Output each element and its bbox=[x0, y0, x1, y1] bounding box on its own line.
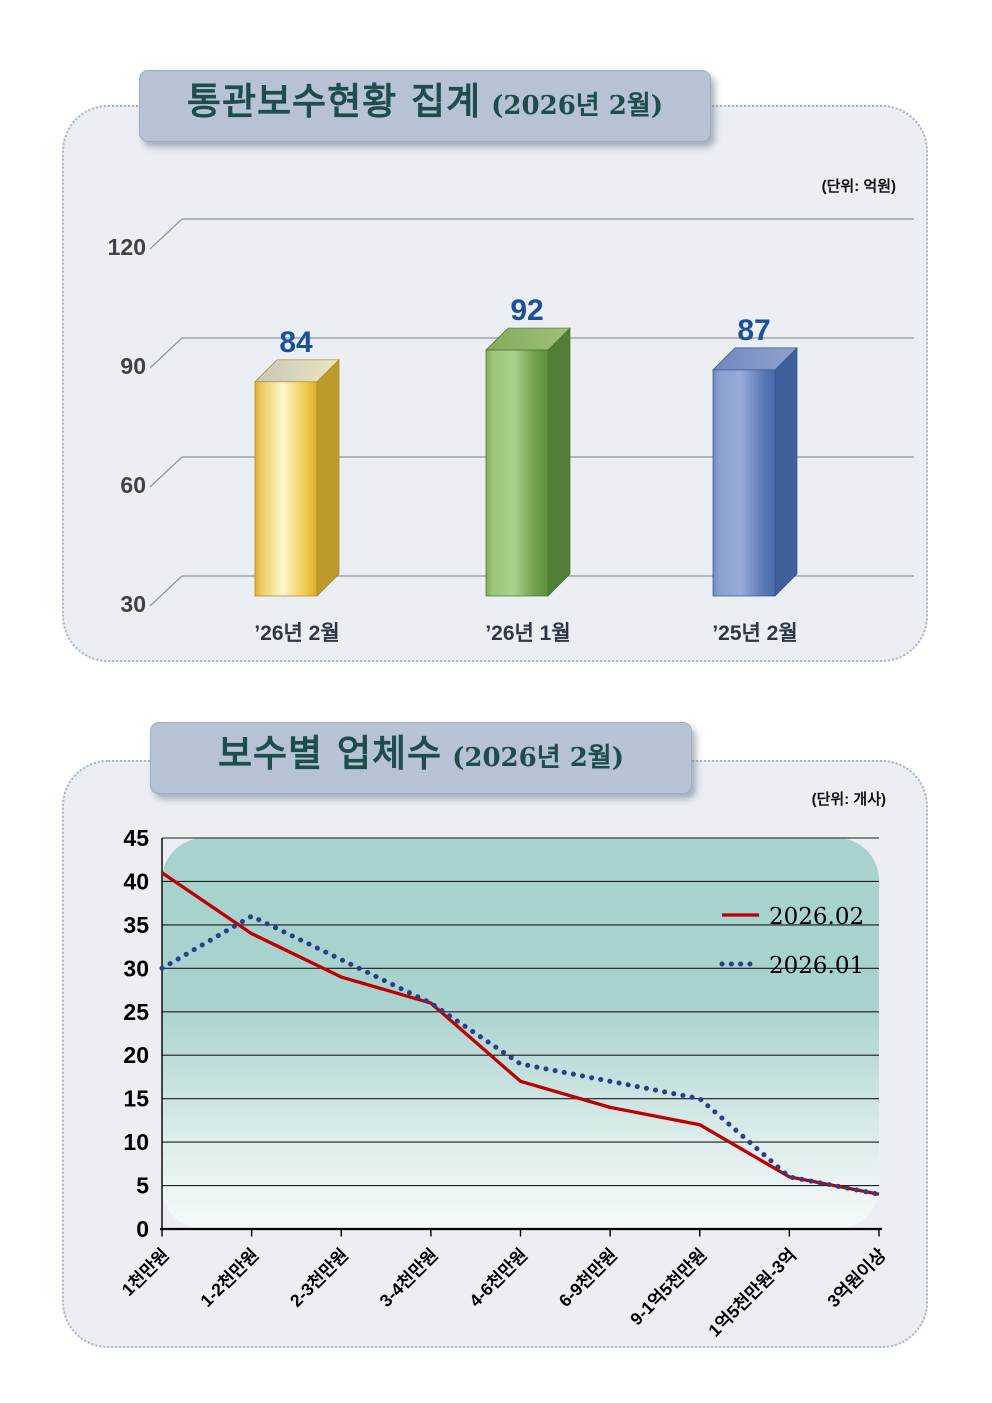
svg-text:1억5천만원-3억: 1억5천만원-3억 bbox=[704, 1245, 800, 1341]
summary-chart-title-text: 통관보수현황 집계 bbox=[186, 79, 482, 123]
gridline-lead bbox=[149, 456, 183, 488]
y-axis-tick-label: 60 bbox=[120, 472, 146, 498]
y-axis-tick-label: 45 bbox=[123, 825, 149, 851]
svg-text:1-2천만원: 1-2천만원 bbox=[196, 1245, 262, 1311]
x-axis-category-label: ’25년 2월 bbox=[712, 622, 797, 645]
bar-3d bbox=[485, 327, 571, 597]
x-axis-category-label: 1억5천만원-3억 bbox=[704, 1245, 800, 1341]
summary-chart-title: 통관보수현황 집계 (2026년 2월) bbox=[139, 70, 711, 142]
summary-chart-panel: (단위: 억원) 120 90 60 30 84 ’26년 2월 92 ’26년 1월 87 ’2… bbox=[62, 105, 928, 662]
x-axis-category-label: ’26년 2월 bbox=[254, 622, 339, 645]
bar-front-face bbox=[254, 381, 318, 597]
gridline-lead bbox=[149, 218, 183, 250]
x-axis-category-label: ’26년 1월 bbox=[485, 622, 570, 645]
summary-chart-title-period: (2026년 2월) bbox=[491, 91, 664, 121]
companies-chart-title-text: 보수별 업체수 bbox=[217, 731, 443, 775]
gridline-lead bbox=[149, 337, 183, 369]
x-axis-category-label: 3-4천만원 bbox=[376, 1245, 442, 1311]
y-axis-tick-label: 120 bbox=[108, 234, 146, 260]
svg-text:6-9천만원: 6-9천만원 bbox=[555, 1245, 621, 1311]
bar-front-face bbox=[712, 369, 776, 597]
y-axis-tick-label: 15 bbox=[123, 1086, 149, 1112]
svg-text:1천만원: 1천만원 bbox=[118, 1245, 173, 1300]
y-axis-tick-label: 0 bbox=[136, 1216, 149, 1242]
gridline-lead bbox=[149, 575, 183, 607]
bar-side-face bbox=[316, 358, 340, 597]
svg-text:4-6천만원: 4-6천만원 bbox=[465, 1245, 531, 1311]
companies-chart-unit-label: (단위: 개사) bbox=[811, 791, 886, 808]
bar-side-face bbox=[547, 327, 571, 597]
y-axis-tick-label: 20 bbox=[123, 1042, 149, 1068]
x-axis-category-label: 6-9천만원 bbox=[555, 1245, 621, 1311]
bar-front-face bbox=[485, 349, 549, 597]
companies-chart-title-period: (2026년 2월) bbox=[452, 743, 625, 773]
x-axis-category-label: 2-3천만원 bbox=[286, 1245, 352, 1311]
bar-value-label: 87 bbox=[737, 314, 770, 347]
x-axis-category-label: 1천만원 bbox=[118, 1245, 173, 1300]
y-axis-tick-label: 25 bbox=[123, 999, 149, 1025]
y-axis-tick-label: 5 bbox=[136, 1173, 149, 1199]
bar-side-face bbox=[774, 347, 798, 597]
bar-3d bbox=[712, 347, 798, 597]
bar-3d bbox=[254, 358, 340, 597]
svg-text:3-4천만원: 3-4천만원 bbox=[376, 1245, 442, 1311]
x-axis-category-label: 4-6천만원 bbox=[465, 1245, 531, 1311]
y-axis-tick-label: 40 bbox=[123, 868, 149, 894]
svg-text:2-3천만원: 2-3천만원 bbox=[286, 1245, 352, 1311]
y-axis-tick-label: 35 bbox=[123, 912, 149, 938]
legend-label: 2026.02 bbox=[769, 904, 864, 930]
summary-chart-unit-label: (단위: 억원) bbox=[821, 178, 896, 195]
series-line-2026.01 bbox=[159, 913, 882, 1197]
y-axis-tick-label: 10 bbox=[123, 1129, 149, 1155]
svg-text:3억원이상: 3억원이상 bbox=[823, 1245, 890, 1312]
bar-chart: 120 90 60 30 84 ’26년 2월 92 ’26년 1월 87 ’25년 2월 bbox=[108, 218, 914, 645]
y-axis-tick-label: 90 bbox=[120, 353, 146, 379]
y-axis-tick-label: 30 bbox=[123, 955, 149, 981]
x-axis-category-label: 1-2천만원 bbox=[196, 1245, 262, 1311]
series-line-2026.02 bbox=[161, 871, 880, 1196]
svg-text:9-1억5천만원: 9-1억5천만원 bbox=[626, 1245, 710, 1329]
y-axis-tick-label: 30 bbox=[120, 591, 146, 617]
bar-value-label: 92 bbox=[510, 294, 543, 327]
bar-value-label: 84 bbox=[279, 326, 313, 359]
line-chart: 0 5 10 15 20 25 30 35 40 45 1천만원 1-2천만원 2-3천만원 3-4천만원… bbox=[118, 825, 890, 1341]
companies-chart-panel: (단위: 개사) 0 5 10 15 20 25 30 35 40 45 1천만원 1-2천만원 2-3… bbox=[62, 760, 928, 1348]
legend-label: 2026.01 bbox=[769, 953, 864, 979]
x-axis-category-label: 9-1억5천만원 bbox=[626, 1245, 710, 1329]
companies-chart-title: 보수별 업체수 (2026년 2월) bbox=[150, 722, 692, 794]
x-axis-category-label: 3억원이상 bbox=[823, 1245, 890, 1312]
plot-area-background bbox=[162, 838, 879, 1229]
